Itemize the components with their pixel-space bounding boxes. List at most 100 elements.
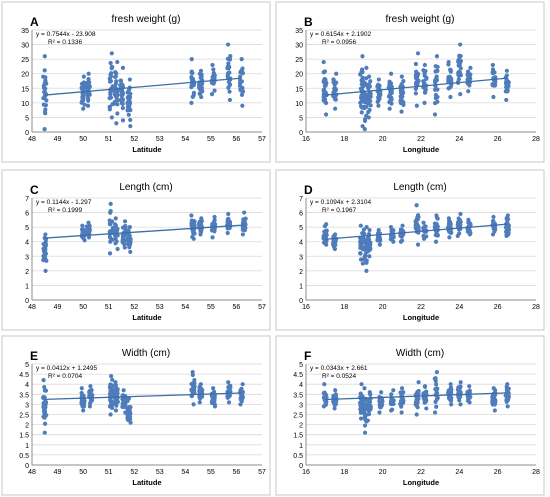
y-tick-label: 4	[299, 382, 303, 389]
chart-title: Length (cm)	[393, 182, 446, 193]
data-point	[81, 74, 86, 79]
y-tick-label: 3	[25, 254, 29, 261]
data-point	[362, 423, 368, 428]
chart-title: Width (cm)	[396, 348, 444, 359]
y-tick-label: 7	[299, 196, 303, 203]
data-point	[128, 249, 133, 255]
x-axis-label: Latitude	[132, 313, 161, 322]
data-point	[364, 258, 369, 263]
data-point	[237, 83, 243, 89]
x-tick-label: 49	[54, 304, 62, 311]
data-point	[324, 238, 329, 244]
y-tick-label: 3.5	[293, 392, 303, 399]
data-point	[434, 68, 440, 74]
data-point	[227, 389, 232, 394]
y-tick-label: 1	[299, 283, 303, 290]
x-tick-label: 48	[28, 469, 36, 476]
data-point	[377, 93, 382, 98]
data-point	[400, 223, 405, 228]
data-point	[333, 106, 338, 111]
data-point	[197, 400, 202, 405]
data-point	[433, 87, 438, 92]
data-point	[107, 107, 112, 112]
data-point	[189, 223, 195, 228]
data-point	[424, 76, 429, 82]
data-point	[358, 257, 364, 262]
data-point	[358, 416, 364, 421]
data-point	[225, 42, 231, 47]
data-point	[360, 54, 365, 59]
data-point	[115, 111, 120, 116]
data-point	[80, 223, 85, 228]
data-point	[414, 203, 419, 208]
data-point	[107, 404, 113, 409]
data-point	[376, 103, 381, 108]
data-point	[399, 404, 404, 409]
data-point	[43, 103, 49, 108]
data-point	[108, 412, 113, 417]
x-tick-label: 22	[417, 136, 425, 143]
data-point	[364, 268, 369, 273]
y-tick-label: 4	[25, 240, 29, 247]
x-tick-label: 28	[532, 469, 540, 476]
data-point	[358, 400, 363, 405]
r-squared: R² = 0.0704	[48, 373, 83, 380]
data-point	[110, 225, 115, 231]
data-point	[423, 90, 428, 95]
chart-title: fresh weight (g)	[112, 14, 181, 25]
data-point	[446, 62, 451, 67]
data-point	[190, 83, 195, 88]
data-point	[127, 225, 132, 230]
x-tick-label: 54	[181, 136, 189, 143]
data-point	[416, 380, 421, 385]
data-point	[126, 237, 131, 242]
data-point	[458, 92, 463, 97]
data-point	[212, 88, 217, 93]
data-point	[465, 71, 471, 77]
data-point	[433, 382, 439, 387]
chart-title: fresh weight (g)	[386, 14, 455, 25]
data-point	[424, 406, 429, 411]
x-tick-label: 55	[207, 469, 215, 476]
data-point	[109, 66, 114, 71]
data-point	[128, 124, 133, 129]
data-point	[457, 62, 462, 68]
data-point	[457, 219, 462, 224]
data-point	[414, 223, 419, 229]
data-point	[227, 83, 232, 88]
data-point	[505, 404, 510, 409]
data-point	[434, 396, 440, 402]
data-point	[239, 92, 245, 97]
data-point	[391, 388, 396, 393]
data-point	[368, 242, 373, 248]
panel-e: 0 0.5 1 1.5 2 2.5 3 3.5 4 4.5 5 48 49 50 51 52 53 54 55 56 5…	[1, 335, 271, 496]
x-tick-label: 18	[340, 304, 348, 311]
data-point	[358, 251, 363, 256]
y-tick-label: 10	[295, 101, 303, 108]
data-point	[42, 68, 47, 73]
data-point	[367, 90, 373, 96]
data-point	[467, 230, 473, 235]
data-point	[191, 402, 196, 407]
data-point	[114, 391, 120, 397]
data-point	[321, 390, 326, 396]
data-point	[415, 51, 421, 56]
data-point	[322, 69, 327, 74]
data-point	[457, 231, 462, 236]
y-tick-label: 2.5	[293, 413, 303, 420]
y-tick-label: 0.5	[19, 453, 29, 460]
data-point	[198, 230, 203, 235]
data-point	[115, 246, 120, 252]
data-point	[358, 86, 363, 91]
data-point	[457, 398, 462, 403]
data-point	[447, 221, 452, 226]
data-point	[359, 70, 364, 75]
data-point	[389, 97, 394, 102]
data-point	[399, 89, 404, 94]
data-point	[80, 95, 85, 100]
data-point	[113, 382, 118, 388]
data-point	[363, 252, 368, 258]
data-point	[210, 62, 215, 68]
data-point	[387, 82, 392, 87]
chart-title: Width (cm)	[122, 348, 170, 359]
